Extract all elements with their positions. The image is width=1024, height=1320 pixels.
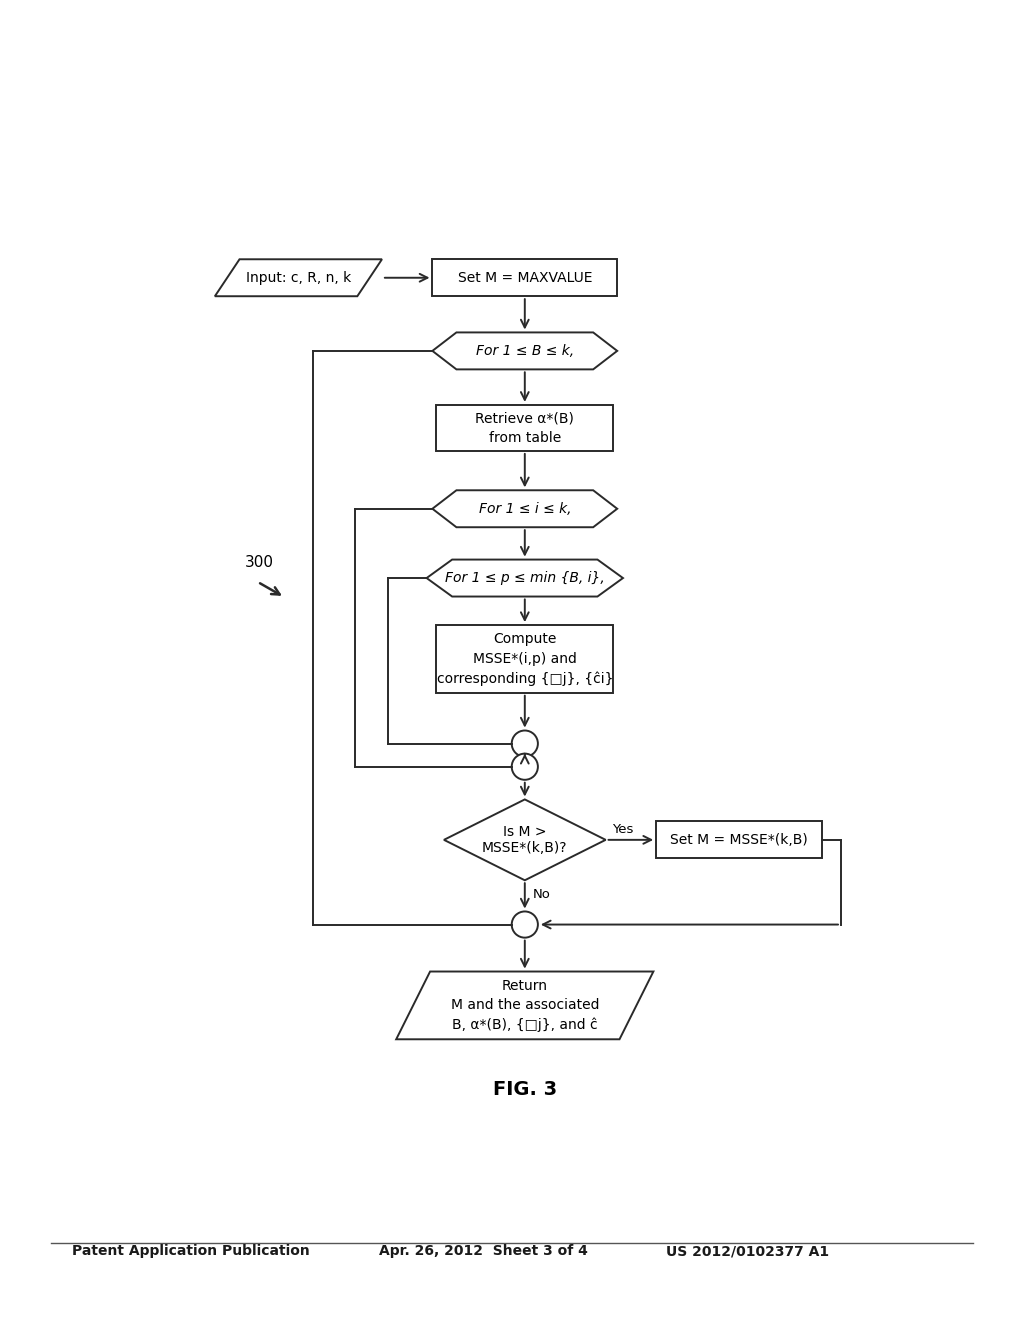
Text: For 1 ≤ p ≤ min {B, i},: For 1 ≤ p ≤ min {B, i}, [444, 572, 605, 585]
Text: FIG. 3: FIG. 3 [493, 1080, 557, 1098]
Text: No: No [532, 887, 550, 900]
Bar [436, 405, 613, 451]
Polygon shape [432, 490, 617, 527]
Text: Is M >
MSSE*(k,B)?: Is M > MSSE*(k,B)? [482, 825, 567, 855]
Bar [436, 626, 613, 693]
Text: For 1 ≤ B ≤ k,: For 1 ≤ B ≤ k, [476, 345, 573, 358]
Text: Set M = MSSE*(k,B): Set M = MSSE*(k,B) [670, 833, 808, 847]
Circle shape [512, 730, 538, 756]
Polygon shape [215, 259, 382, 296]
Text: Compute
MSSE*(i,p) and
corresponding {□j}, {ĉi}: Compute MSSE*(i,p) and corresponding {□j… [436, 632, 613, 686]
Text: Apr. 26, 2012  Sheet 3 of 4: Apr. 26, 2012 Sheet 3 of 4 [379, 1245, 588, 1258]
Polygon shape [396, 972, 653, 1039]
Text: Retrieve α*(B)
from table: Retrieve α*(B) from table [475, 411, 574, 445]
Text: US 2012/0102377 A1: US 2012/0102377 A1 [666, 1245, 828, 1258]
Polygon shape [427, 560, 623, 597]
Text: Yes: Yes [611, 822, 633, 836]
Text: 300: 300 [245, 556, 273, 570]
Text: Set M = MAXVALUE: Set M = MAXVALUE [458, 271, 592, 285]
Text: Patent Application Publication: Patent Application Publication [72, 1245, 309, 1258]
Polygon shape [432, 333, 617, 370]
Polygon shape [444, 800, 605, 880]
Text: For 1 ≤ i ≤ k,: For 1 ≤ i ≤ k, [478, 502, 571, 516]
Text: Return
M and the associated
B, α*(B), {□j}, and ĉ: Return M and the associated B, α*(B), {□… [451, 978, 599, 1032]
Circle shape [512, 754, 538, 780]
Bar [432, 259, 617, 296]
Text: Input: c, R, n, k: Input: c, R, n, k [246, 271, 351, 285]
Bar [656, 821, 821, 858]
Circle shape [512, 911, 538, 937]
